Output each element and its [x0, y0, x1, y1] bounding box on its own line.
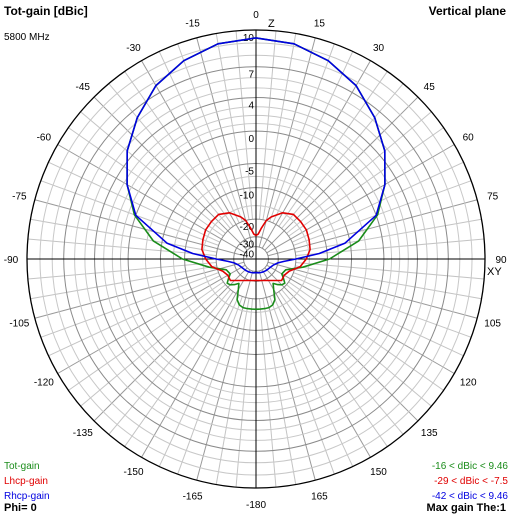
radial-tick-label: -10: [240, 191, 255, 202]
angle-label: 135: [421, 428, 438, 439]
grid-spoke: [261, 60, 371, 249]
legend-tot-gain: Tot-gain: [4, 461, 40, 472]
angle-label: 90: [495, 255, 507, 266]
chart-title: Tot-gain [dBic]: [4, 4, 88, 18]
xy-axis-label: XY: [487, 266, 502, 278]
grid-spoke: [281, 289, 404, 435]
grid-spoke: [141, 269, 251, 458]
legend-tot-gain-range: -16 < dBic < 9.46: [431, 461, 508, 472]
grid-spoke: [264, 96, 419, 251]
grid-spoke: [266, 264, 455, 374]
radial-tick-label: -5: [245, 166, 254, 177]
grid-spoke: [57, 264, 246, 374]
series-rhcp-gain: [126, 37, 386, 274]
angle-label: 75: [487, 192, 499, 203]
angle-label: -90: [4, 255, 19, 266]
grid-spoke: [108, 289, 231, 435]
frequency-label: 5800 MHz: [4, 32, 50, 43]
grid-spoke: [80, 284, 226, 407]
grid-spoke: [141, 60, 251, 249]
pattern-curves: [126, 37, 386, 311]
polar-grid: [26, 29, 486, 489]
grid-spoke: [286, 111, 432, 234]
radial-tick-label: -40: [240, 250, 255, 261]
angle-label: 60: [463, 133, 475, 144]
grid-spoke: [57, 144, 246, 254]
legend-lhcp-gain: Lhcp-gain: [4, 476, 48, 487]
angle-label: -30: [126, 43, 141, 54]
angle-label: 30: [373, 43, 385, 54]
series-tot-gain: [126, 37, 386, 311]
grid-spoke: [267, 261, 478, 319]
angle-label: 15: [314, 18, 326, 29]
plane-label: Vertical plane: [428, 4, 506, 18]
angle-label: 45: [424, 82, 436, 93]
grid-spoke: [261, 269, 371, 458]
angle-label: 105: [484, 318, 501, 329]
angle-label: -150: [123, 467, 143, 478]
grid-spoke: [267, 199, 478, 257]
radial-tick-label: 4: [248, 101, 254, 112]
grid-spoke: [196, 270, 254, 481]
grid-spoke: [266, 144, 455, 254]
grid-spoke: [34, 199, 245, 257]
legend-rhcp-gain-range: -42 < dBic < 9.46: [431, 491, 508, 502]
radial-tick-label: -20: [240, 222, 255, 233]
radial-tick-label: 7: [248, 70, 254, 81]
phi-label: Phi= 0: [4, 502, 37, 514]
legend-rhcp-gain: Rhcp-gain: [4, 491, 50, 502]
angle-label: -180: [246, 500, 266, 511]
grid-spoke: [264, 267, 419, 422]
angle-label: 120: [460, 378, 477, 389]
angle-label: -75: [12, 192, 27, 203]
grid-spoke: [286, 284, 432, 407]
grid-spoke: [93, 96, 248, 251]
angle-label: -15: [185, 18, 200, 29]
angle-label: -135: [73, 428, 93, 439]
angle-label: -60: [37, 133, 52, 144]
angle-label: -45: [76, 82, 91, 93]
grid-spoke: [196, 37, 254, 248]
grid-spoke: [258, 270, 316, 481]
radial-tick-label: -30: [240, 240, 255, 251]
radial-tick-label: 0: [248, 134, 254, 145]
max-gain-label: Max gain The:1: [426, 502, 506, 514]
angle-labels: 0153045607590105120135150165-180-165-150…: [4, 10, 507, 511]
angle-label: -120: [34, 378, 54, 389]
angle-label: 150: [370, 467, 387, 478]
angle-label: -165: [183, 492, 203, 503]
grid-spoke: [34, 261, 245, 319]
z-axis-label: Z: [268, 18, 275, 30]
grid-spoke: [80, 111, 226, 234]
grid-spoke: [258, 37, 316, 248]
series-lhcp-gain: [201, 212, 311, 282]
angle-label: 165: [311, 492, 328, 503]
angle-label: -105: [9, 318, 29, 329]
legend-lhcp-gain-range: -29 < dBic < -7.5: [434, 476, 508, 487]
angle-label: 0: [253, 10, 259, 21]
grid-spoke: [93, 267, 248, 422]
